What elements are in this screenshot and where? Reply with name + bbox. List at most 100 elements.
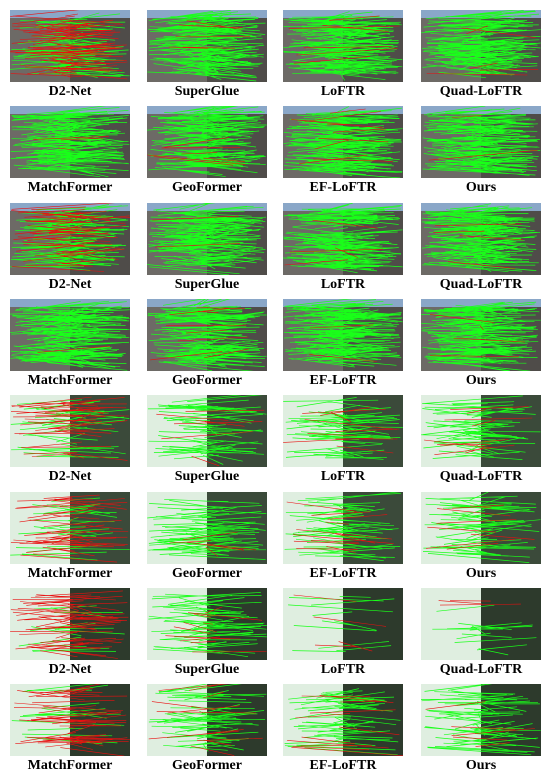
correct-matches bbox=[147, 202, 267, 275]
panel: MatchFormer bbox=[10, 491, 130, 582]
sky bbox=[10, 202, 130, 211]
correct-matches bbox=[422, 491, 541, 563]
match-image bbox=[283, 106, 403, 179]
correct-matches bbox=[147, 498, 267, 560]
method-label: MatchFormer bbox=[27, 372, 113, 388]
wrong-matches bbox=[148, 684, 263, 756]
method-label: LoFTR bbox=[320, 84, 366, 99]
panel: GeoFormer bbox=[147, 491, 267, 582]
wrong-matches bbox=[13, 684, 130, 757]
method-label: Ours bbox=[465, 372, 497, 388]
wrong-matches bbox=[169, 531, 257, 557]
match-image bbox=[10, 395, 130, 468]
panel: D2-Net bbox=[10, 395, 130, 485]
wrong-matches bbox=[33, 136, 109, 151]
method-label: Quad-LoFTR bbox=[439, 661, 523, 677]
match-image bbox=[147, 587, 267, 660]
wrong-matches bbox=[168, 20, 251, 49]
correct-matches bbox=[421, 10, 541, 79]
wrong-matches bbox=[287, 695, 403, 757]
method-label: LoFTR bbox=[320, 661, 366, 677]
method-label: EF-LoFTR bbox=[309, 565, 377, 581]
wrong-matches bbox=[10, 494, 129, 562]
wrong-matches bbox=[283, 407, 400, 454]
wrong-matches bbox=[37, 345, 111, 353]
match-image bbox=[421, 684, 541, 757]
panel: MatchFormer bbox=[10, 684, 130, 774]
sky bbox=[283, 202, 403, 211]
correct-matches bbox=[147, 106, 267, 178]
sky bbox=[421, 202, 541, 211]
match-image bbox=[147, 106, 267, 179]
match-image bbox=[283, 491, 403, 564]
match-image bbox=[283, 587, 403, 660]
match-image bbox=[283, 395, 403, 468]
method-label: LoFTR bbox=[320, 276, 366, 292]
method-label: Quad-LoFTR bbox=[439, 469, 523, 485]
right-image bbox=[343, 684, 403, 757]
match-image bbox=[421, 491, 541, 564]
wrong-matches bbox=[10, 202, 130, 272]
method-label: EF-LoFTR bbox=[309, 372, 377, 388]
sky bbox=[147, 298, 267, 307]
method-label: MatchFormer bbox=[27, 180, 113, 196]
sky bbox=[147, 202, 267, 211]
panel: Ours bbox=[421, 491, 541, 582]
sky bbox=[283, 106, 403, 115]
wrong-matches bbox=[426, 25, 539, 76]
left-image bbox=[10, 587, 70, 660]
match-image bbox=[147, 298, 267, 371]
match-image bbox=[283, 10, 403, 82]
panel: Quad-LoFTR bbox=[421, 202, 541, 293]
panel: Quad-LoFTR bbox=[421, 587, 541, 678]
match-image bbox=[10, 10, 130, 82]
wrong-matches bbox=[284, 219, 384, 265]
panel: GeoFormer bbox=[147, 684, 267, 774]
panel: LoFTR bbox=[283, 202, 403, 293]
panel: Ours bbox=[421, 298, 541, 389]
panel: D2-Net bbox=[10, 587, 130, 678]
wrong-matches bbox=[291, 108, 393, 165]
wrong-matches bbox=[10, 590, 129, 659]
match-image bbox=[283, 202, 403, 275]
left-image bbox=[283, 395, 343, 468]
wrong-matches bbox=[286, 501, 394, 553]
method-label: EF-LoFTR bbox=[309, 180, 377, 196]
wrong-matches bbox=[152, 215, 240, 247]
panel: D2-Net bbox=[10, 202, 130, 293]
panel: LoFTR bbox=[283, 10, 403, 100]
match-image bbox=[147, 491, 267, 564]
left-image bbox=[283, 587, 343, 660]
panel: SuperGlue bbox=[147, 10, 267, 100]
correct-matches bbox=[421, 301, 541, 371]
panel: Quad-LoFTR bbox=[421, 395, 541, 485]
method-label: Ours bbox=[465, 565, 497, 581]
sky bbox=[421, 106, 541, 115]
wrong-matches bbox=[425, 701, 535, 747]
correct-matches bbox=[10, 106, 130, 178]
wrong-matches bbox=[438, 600, 521, 606]
panel: MatchFormer bbox=[10, 298, 130, 389]
method-label: SuperGlue bbox=[174, 276, 240, 292]
method-label: GeoFormer bbox=[172, 758, 242, 774]
match-image bbox=[421, 587, 541, 660]
match-image bbox=[147, 684, 267, 757]
match-image bbox=[283, 684, 403, 757]
left-image bbox=[421, 684, 481, 757]
method-label: MatchFormer bbox=[27, 565, 113, 581]
panel: D2-Net bbox=[10, 10, 130, 100]
method-label: Ours bbox=[465, 758, 497, 774]
wrong-matches bbox=[433, 223, 524, 269]
correct-matches bbox=[284, 688, 401, 756]
wrong-matches bbox=[288, 15, 400, 64]
panel: EF-LoFTR bbox=[283, 684, 403, 774]
method-label: SuperGlue bbox=[174, 469, 240, 485]
panel: Ours bbox=[421, 106, 541, 196]
method-label: Quad-LoFTR bbox=[439, 276, 523, 292]
match-image bbox=[10, 491, 130, 564]
method-label: LoFTR bbox=[320, 469, 366, 485]
panel: LoFTR bbox=[283, 587, 403, 678]
match-image bbox=[421, 298, 541, 371]
match-image bbox=[147, 395, 267, 468]
